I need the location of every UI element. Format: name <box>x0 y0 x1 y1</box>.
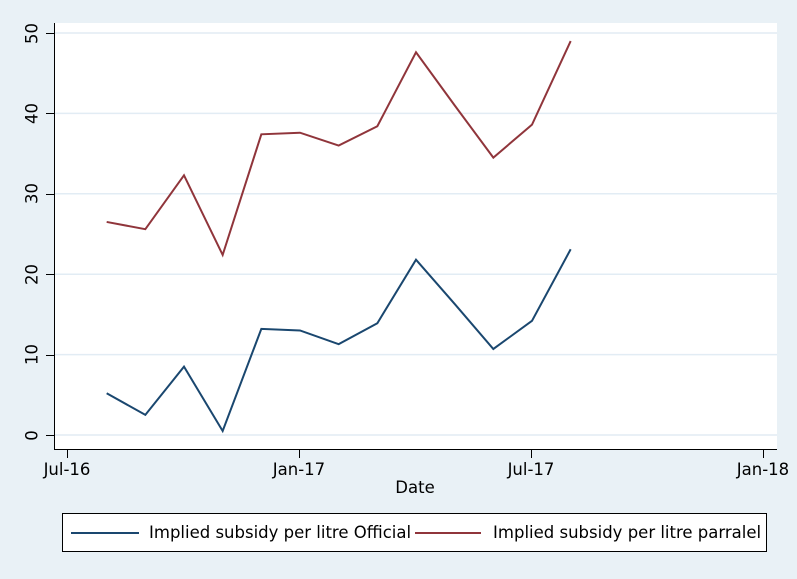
plot-canvas <box>55 32 777 436</box>
y-axis-tick <box>46 113 54 115</box>
x-axis-tick-label: Jul-17 <box>507 460 555 479</box>
y-axis-tick <box>46 274 54 276</box>
x-axis-tick <box>67 450 68 458</box>
y-axis-tick <box>46 435 54 436</box>
y-axis-tick-label: 50 <box>22 22 42 44</box>
y-axis-tick-label: 20 <box>22 263 42 285</box>
legend-label-parallel: Implied subsidy per litre parralel <box>493 523 762 542</box>
x-axis-tick <box>299 450 300 458</box>
y-axis-tick <box>46 354 54 356</box>
legend-line-sample-parallel <box>415 531 482 534</box>
y-axis-tick <box>46 33 54 34</box>
y-axis-tick-label: 30 <box>22 183 42 205</box>
x-axis-tick-label: Jan-17 <box>272 460 326 479</box>
x-axis-title: Date <box>395 478 435 497</box>
legend-label-official: Implied subsidy per litre Official <box>149 523 412 542</box>
plot-area <box>54 23 777 450</box>
y-axis-tick <box>46 193 54 195</box>
series-line-official <box>106 248 572 434</box>
x-axis-tick <box>531 450 532 458</box>
x-axis-tick <box>763 450 764 458</box>
legend: Implied subsidy per litre Official Impli… <box>62 513 767 552</box>
x-axis-tick-label: Jan-18 <box>736 460 790 479</box>
x-axis-tick-label: Jul-16 <box>43 460 91 479</box>
legend-line-sample-official <box>71 531 139 534</box>
y-axis-tick-label: 10 <box>22 344 42 366</box>
y-axis-tick-label: 40 <box>22 102 42 124</box>
series-line-parallel <box>106 40 572 258</box>
y-axis-tick-label: 0 <box>22 429 42 441</box>
